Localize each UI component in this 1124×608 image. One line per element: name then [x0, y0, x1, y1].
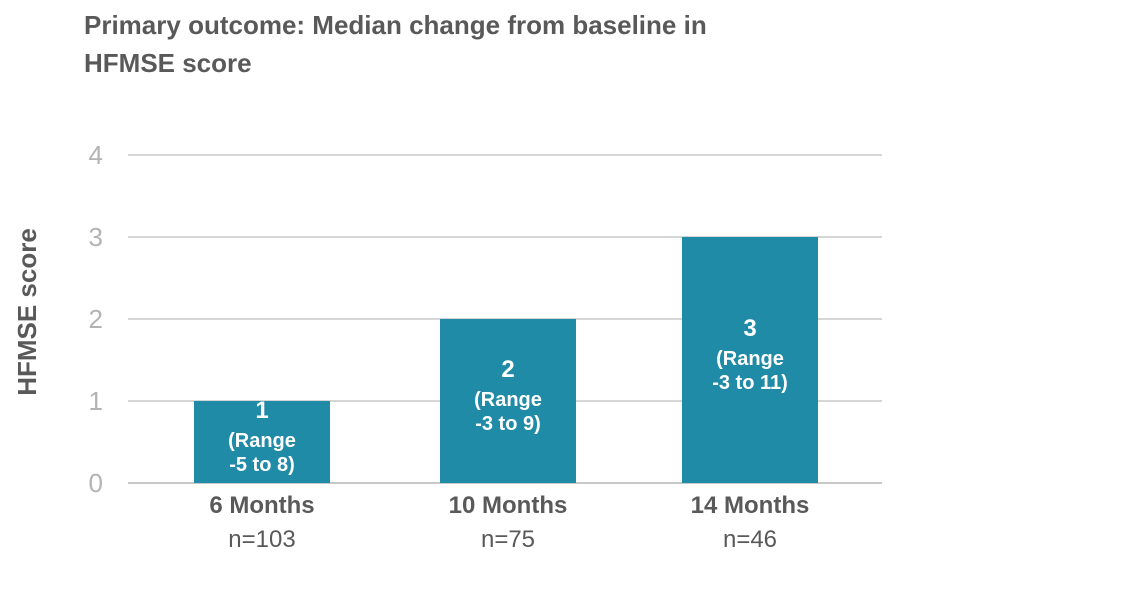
y-tick-label: 4 [89, 140, 103, 170]
x-tick-label: 6 Months [209, 492, 314, 519]
bar [440, 319, 576, 483]
y-tick-label: 0 [89, 468, 103, 498]
bar-value-label: 2 [501, 356, 514, 383]
bar-range-label: (Range [474, 389, 542, 411]
y-tick-label: 3 [89, 222, 103, 252]
x-tick-label: 14 Months [691, 492, 810, 519]
bar-range-label: (Range [228, 430, 296, 452]
chart-title: Primary outcome: Median change from base… [84, 6, 844, 82]
y-axis-label: HFMSE score [12, 228, 42, 396]
sample-size-label: n=46 [723, 526, 777, 553]
sample-size-label: n=103 [228, 526, 295, 553]
bar-value-label: 3 [743, 315, 756, 342]
x-tick-label: 10 Months [449, 492, 568, 519]
bar [682, 237, 818, 483]
bar-value-label: 1 [255, 397, 268, 424]
chart-title-line-2: HFMSE score [84, 48, 252, 78]
y-tick-label: 1 [89, 386, 103, 416]
bar [194, 401, 330, 483]
bar-range-label: -3 to 11) [712, 372, 788, 394]
bar-range-label: -5 to 8) [229, 454, 295, 476]
bar-range-label: (Range [716, 348, 784, 370]
bar-range-label: -3 to 9) [475, 413, 541, 435]
y-tick-label: 2 [89, 304, 103, 334]
sample-size-label: n=75 [481, 526, 535, 553]
chart-title-line-1: Primary outcome: Median change from base… [84, 10, 707, 40]
